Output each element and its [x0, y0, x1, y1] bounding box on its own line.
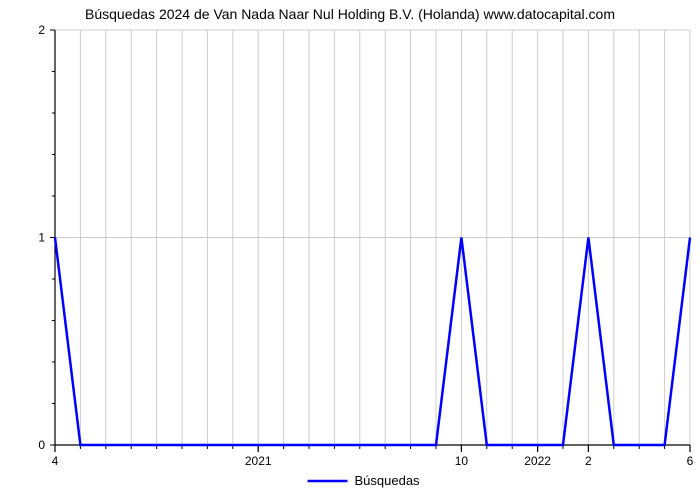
- svg-text:2022: 2022: [524, 454, 551, 468]
- svg-text:2: 2: [38, 23, 45, 37]
- svg-text:6: 6: [687, 454, 694, 468]
- line-chart: 0 1 2 4 2021 10 2022 2 6 Búsquedas: [0, 0, 700, 500]
- svg-text:2: 2: [585, 454, 592, 468]
- svg-text:Búsquedas: Búsquedas: [355, 473, 421, 488]
- svg-text:2021: 2021: [245, 454, 272, 468]
- svg-text:0: 0: [38, 438, 45, 452]
- svg-text:1: 1: [38, 231, 45, 245]
- svg-text:10: 10: [455, 454, 469, 468]
- svg-text:4: 4: [52, 454, 59, 468]
